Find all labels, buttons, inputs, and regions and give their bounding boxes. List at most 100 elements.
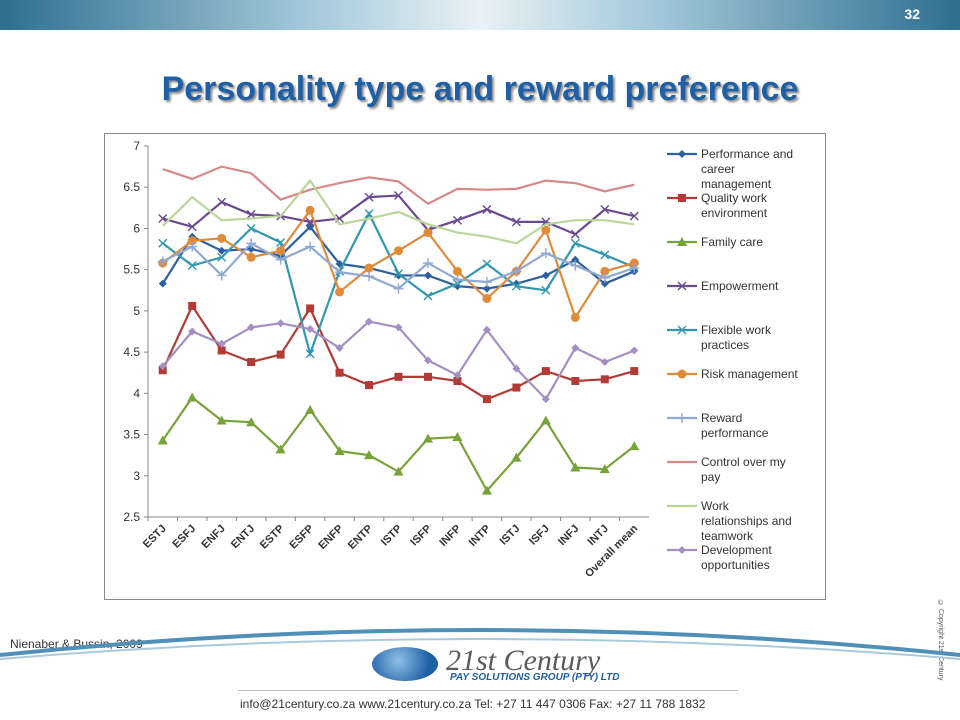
- y-tick-label: 6: [133, 221, 140, 235]
- data-point: [570, 260, 581, 271]
- top-banner: 32: [0, 0, 960, 30]
- x-tick-label: ISFP: [408, 523, 434, 549]
- legend-marker: [678, 546, 686, 554]
- slide-number: 32: [904, 6, 920, 22]
- data-point: [452, 274, 463, 285]
- data-point: [512, 364, 521, 373]
- data-point: [335, 287, 345, 297]
- series-line-2: [161, 303, 635, 401]
- data-point: [541, 285, 551, 295]
- data-point: [571, 343, 580, 352]
- data-point: [335, 259, 344, 268]
- x-tick-label: INTP: [467, 523, 493, 549]
- data-point: [541, 271, 550, 280]
- y-tick-label: 5.5: [123, 263, 140, 277]
- logo-subtitle: PAY SOLUTIONS GROUP (PTY) LTD: [450, 672, 620, 683]
- data-point: [276, 237, 286, 247]
- data-point: [452, 215, 462, 225]
- data-point: [334, 446, 345, 456]
- data-point: [481, 485, 492, 495]
- y-tick-label: 4: [133, 386, 140, 400]
- data-point: [216, 415, 227, 425]
- legend-label: Performance and career management: [701, 147, 793, 191]
- data-point: [629, 263, 640, 274]
- data-point: [365, 381, 374, 390]
- legend-marker: [677, 281, 687, 291]
- x-tick-label: Overall mean: [583, 522, 641, 580]
- data-point: [247, 323, 256, 332]
- legend-label: Development opportunities: [701, 543, 772, 572]
- data-point: [364, 209, 374, 219]
- series-line-10: [161, 320, 635, 401]
- data-point: [158, 366, 167, 375]
- data-point: [511, 266, 522, 277]
- x-tick-label: INTJ: [586, 523, 611, 548]
- slide-title: Personality type and reward preference: [161, 70, 799, 108]
- legend-label: Risk management: [701, 367, 798, 381]
- data-point: [482, 204, 492, 214]
- x-tick-label: ISTJ: [498, 523, 523, 548]
- chart-frame: 2.5 3 3.5 4 4.5 5 5.5 6 6.5 7 ESTJ ESFJ ENFJ ENTJ ESTP…: [104, 133, 826, 600]
- series-line-4: [162, 194, 635, 236]
- data-point: [482, 395, 491, 404]
- data-point: [600, 204, 610, 214]
- data-point: [453, 371, 462, 380]
- data-point: [394, 271, 403, 280]
- data-point: [452, 432, 463, 442]
- data-point: [246, 252, 256, 262]
- legend-label: Flexible work practices: [701, 323, 772, 352]
- y-tick-label: 6.5: [123, 180, 140, 194]
- data-point: [275, 444, 286, 454]
- legend-marker: [677, 369, 687, 379]
- data-point: [365, 317, 374, 326]
- data-point: [305, 241, 316, 252]
- x-tick-label: ISFJ: [527, 523, 552, 548]
- data-point: [600, 279, 609, 288]
- data-point: [187, 392, 198, 402]
- data-point: [335, 368, 344, 377]
- data-point: [247, 358, 256, 367]
- data-point: [481, 277, 492, 288]
- x-tick-label: ESTJ: [141, 523, 169, 551]
- globe-logo-icon: [372, 647, 438, 681]
- logo-text: 21st Century: [446, 644, 601, 677]
- y-tick-label: 2.5: [123, 510, 140, 524]
- data-point: [541, 395, 550, 404]
- legend-label: Work relationships and teamwork: [701, 499, 792, 543]
- data-point: [187, 241, 198, 252]
- series-line-8: [162, 165, 635, 206]
- data-point: [511, 452, 522, 462]
- data-point: [541, 225, 551, 235]
- data-point: [187, 261, 197, 271]
- data-point: [306, 325, 315, 334]
- data-point: [187, 236, 197, 246]
- data-point: [394, 323, 403, 332]
- data-point: [364, 192, 374, 202]
- data-point: [394, 269, 403, 279]
- data-point: [541, 367, 550, 376]
- data-point: [305, 349, 315, 359]
- x-tick-label: ESFJ: [170, 523, 198, 551]
- x-tick-label: ENTP: [346, 523, 375, 552]
- legend-marker: [678, 150, 686, 158]
- data-point: [188, 301, 197, 310]
- legend-label: Reward performance: [701, 411, 769, 440]
- citation: Nienaber & Bussin, 2009: [10, 637, 143, 651]
- data-point: [158, 362, 167, 371]
- data-point: [364, 271, 375, 282]
- data-point: [570, 312, 580, 322]
- data-point: [275, 254, 286, 265]
- data-point: [276, 350, 285, 359]
- data-point: [571, 376, 580, 385]
- data-point: [188, 327, 197, 336]
- data-point: [393, 283, 404, 294]
- data-point: [423, 271, 432, 280]
- x-tick-label: ENFJ: [199, 523, 227, 551]
- x-tick-label: INFJ: [556, 523, 581, 548]
- copyright-note: © Copyright 21st Century: [937, 600, 944, 681]
- line-chart: 2.5 3 3.5 4 4.5 5 5.5 6 6.5 7 ESTJ ESFJ ENFJ ENTJ ESTP…: [123, 139, 798, 580]
- x-tick-label: INFP: [437, 523, 463, 549]
- data-point: [630, 346, 639, 355]
- data-point: [158, 238, 168, 248]
- data-point: [452, 266, 462, 276]
